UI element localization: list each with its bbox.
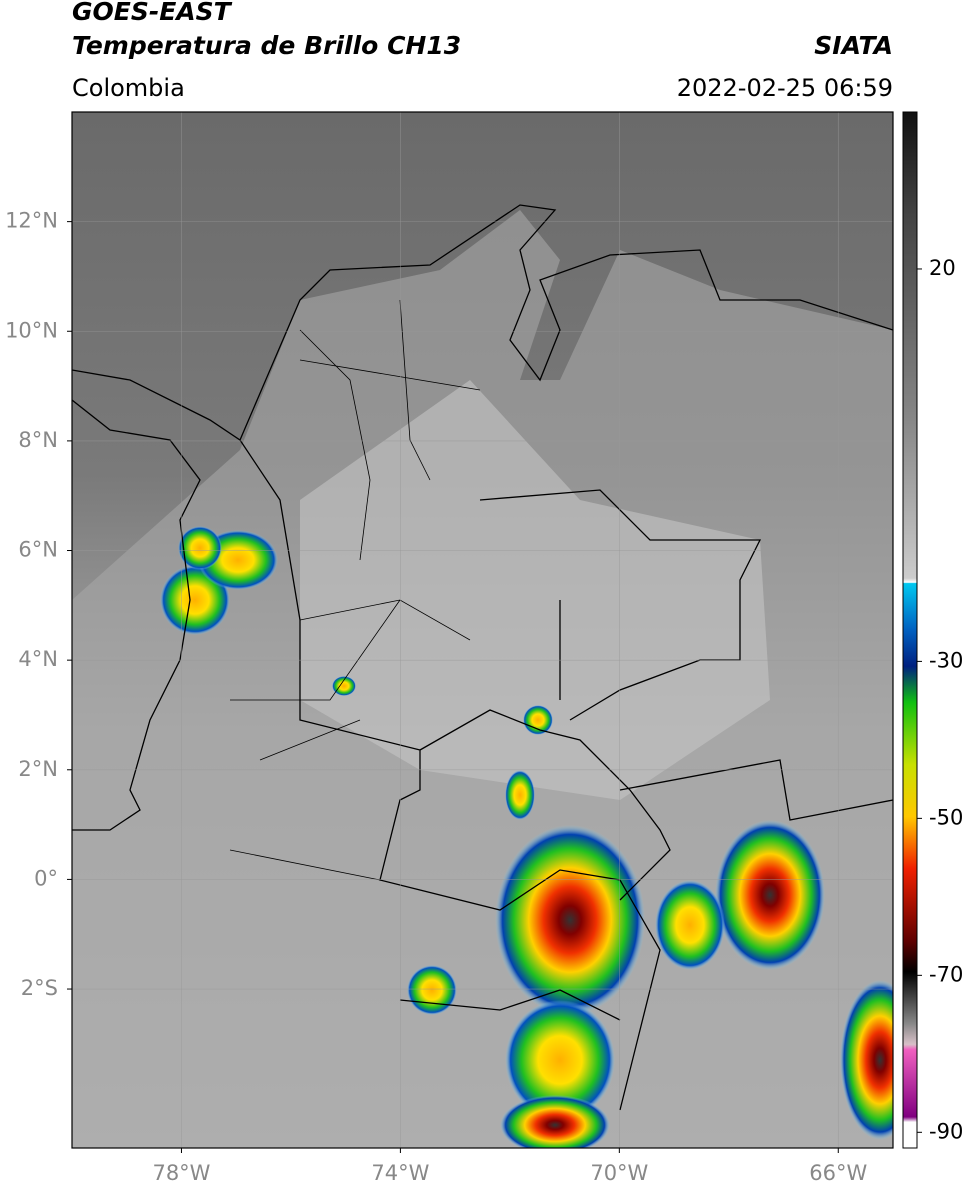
title: Temperatura de Brillo CH13 <box>72 31 461 60</box>
y-tick-label: 2°N <box>18 757 58 781</box>
colorbar-tick-label: -90 <box>929 1119 963 1143</box>
x-tick-label: 66°W <box>809 1161 867 1185</box>
y-tick-label: 12°N <box>5 209 58 233</box>
x-tick-label: 70°W <box>590 1161 648 1185</box>
colorbar-tick-label: -30 <box>929 648 963 672</box>
y-tick-label: 6°N <box>18 538 58 562</box>
datetime: 2022-02-25 06:59 <box>677 74 893 102</box>
y-tick-label: 0° <box>34 866 58 890</box>
x-tick-label: 78°W <box>152 1161 210 1185</box>
map-frame <box>71 111 894 1149</box>
colorbar-tick-label: -70 <box>929 962 963 986</box>
colorbar-tick-label: -50 <box>929 805 963 829</box>
satellite-image <box>72 112 893 1148</box>
source: SIATA <box>814 31 893 60</box>
y-tick-label: 2°S <box>21 976 58 1000</box>
colorbar <box>902 111 918 1149</box>
y-tick-label: 4°N <box>18 647 58 671</box>
title: GOES-EAST <box>72 0 233 26</box>
region: Colombia <box>72 74 185 102</box>
grid <box>72 112 893 1148</box>
y-tick-label: 8°N <box>18 428 58 452</box>
y-tick-label: 10°N <box>5 318 58 342</box>
colorbar-tick-label: 20 <box>929 256 956 280</box>
x-tick-label: 74°W <box>371 1161 429 1185</box>
